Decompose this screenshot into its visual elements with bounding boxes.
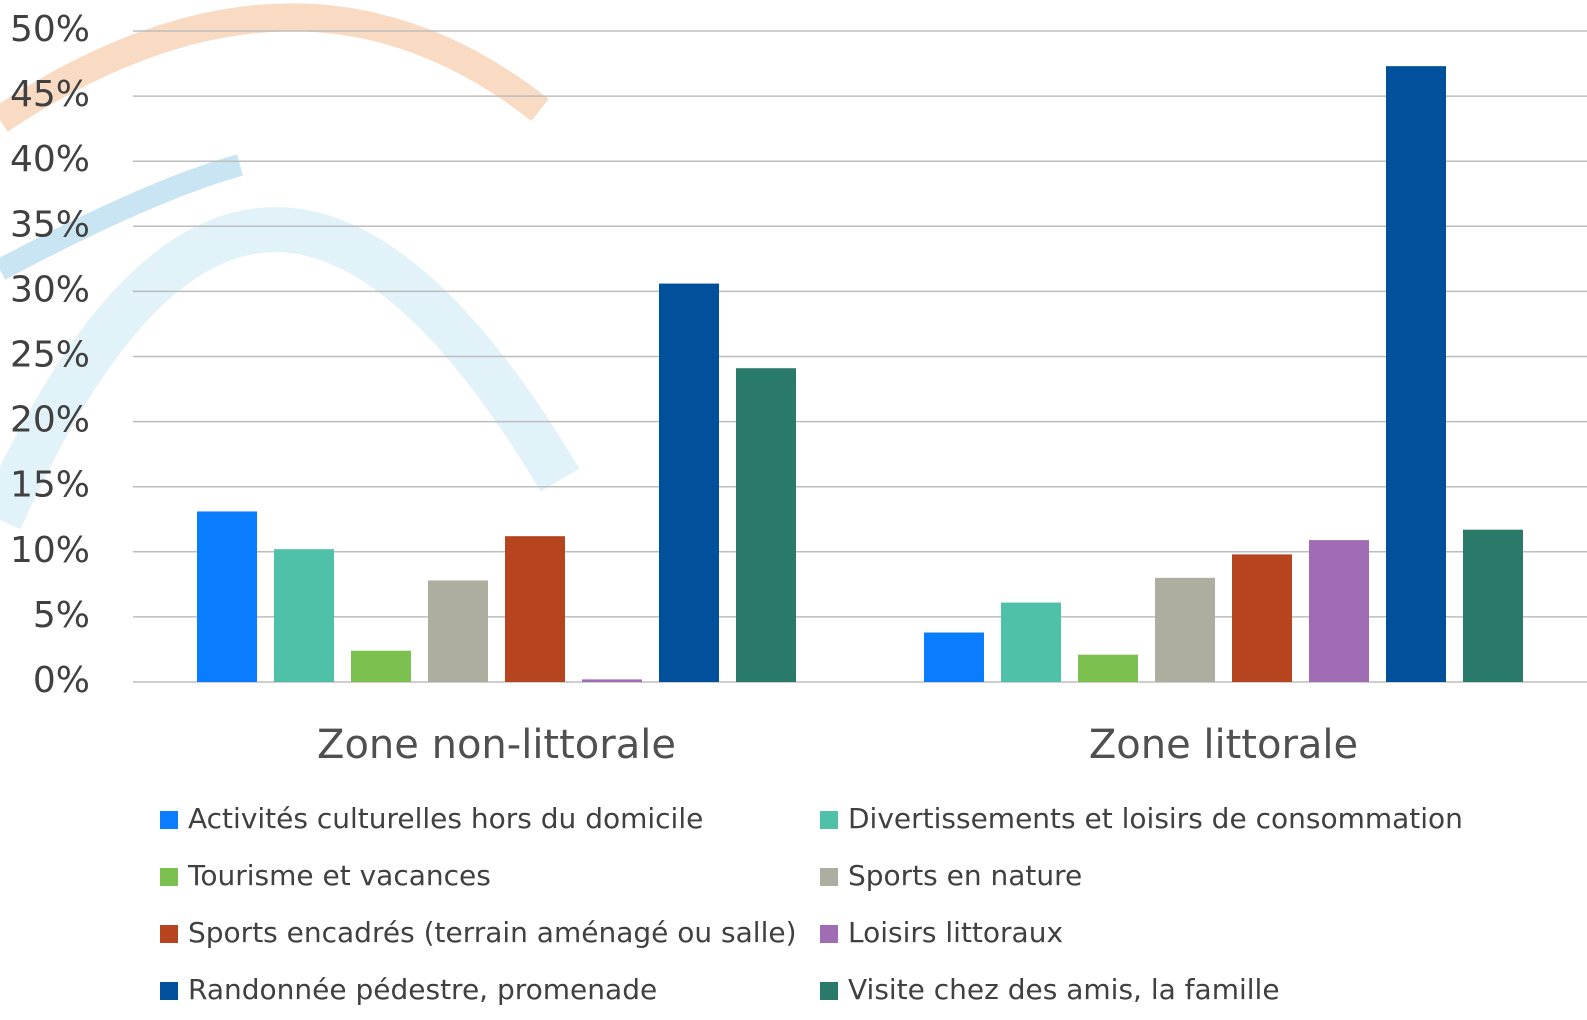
legend-label: Sports en nature xyxy=(848,859,1082,892)
bar xyxy=(197,511,257,682)
legend-label: Divertissements et loisirs de consommati… xyxy=(848,802,1463,835)
y-tick-label: 20% xyxy=(10,400,90,441)
y-tick-label: 5% xyxy=(33,595,90,636)
legend-swatch xyxy=(820,811,838,829)
bar xyxy=(1001,602,1061,682)
y-tick-label: 40% xyxy=(10,139,90,180)
legend-label: Tourisme et vacances xyxy=(187,859,491,892)
y-tick-label: 25% xyxy=(10,335,90,376)
legend-label: Sports encadrés (terrain aménagé ou sall… xyxy=(188,916,797,949)
y-tick-label: 30% xyxy=(10,269,90,310)
decor-arc xyxy=(0,207,580,530)
bar xyxy=(924,632,984,682)
bar xyxy=(505,536,565,682)
decoration xyxy=(0,3,580,530)
bar xyxy=(1463,529,1523,682)
bar xyxy=(659,283,719,682)
bar xyxy=(1078,654,1138,682)
bar xyxy=(1232,554,1292,682)
y-tick-label: 0% xyxy=(33,660,90,701)
bar xyxy=(736,368,796,682)
y-tick-label: 15% xyxy=(10,465,90,506)
bar xyxy=(1309,540,1369,682)
bar xyxy=(274,549,334,682)
legend-swatch xyxy=(160,982,178,1000)
bar xyxy=(428,580,488,682)
legend-swatch xyxy=(160,925,178,943)
legend-label: Randonnée pédestre, promenade xyxy=(188,973,657,1006)
decor-arc xyxy=(0,3,549,132)
bar xyxy=(1155,577,1215,682)
y-tick-label: 45% xyxy=(10,74,90,115)
legend-swatch xyxy=(160,868,178,886)
legend-label: Activités culturelles hors du domicile xyxy=(188,802,703,835)
x-tick-label: Zone littorale xyxy=(1089,722,1358,768)
legend-swatch xyxy=(820,982,838,1000)
legend-swatch xyxy=(820,925,838,943)
decor-arc xyxy=(0,154,243,280)
legend-swatch xyxy=(820,868,838,886)
bar xyxy=(1386,66,1446,683)
y-tick-label: 35% xyxy=(10,204,90,245)
legend-label: Visite chez des amis, la famille xyxy=(848,973,1280,1006)
x-tick-label: Zone non-littorale xyxy=(317,722,676,768)
bar xyxy=(351,650,411,682)
bar xyxy=(582,679,642,682)
legend-label: Loisirs littoraux xyxy=(848,916,1063,949)
y-tick-label: 10% xyxy=(10,530,90,571)
legend-swatch xyxy=(160,811,178,829)
y-tick-label: 50% xyxy=(10,9,90,50)
